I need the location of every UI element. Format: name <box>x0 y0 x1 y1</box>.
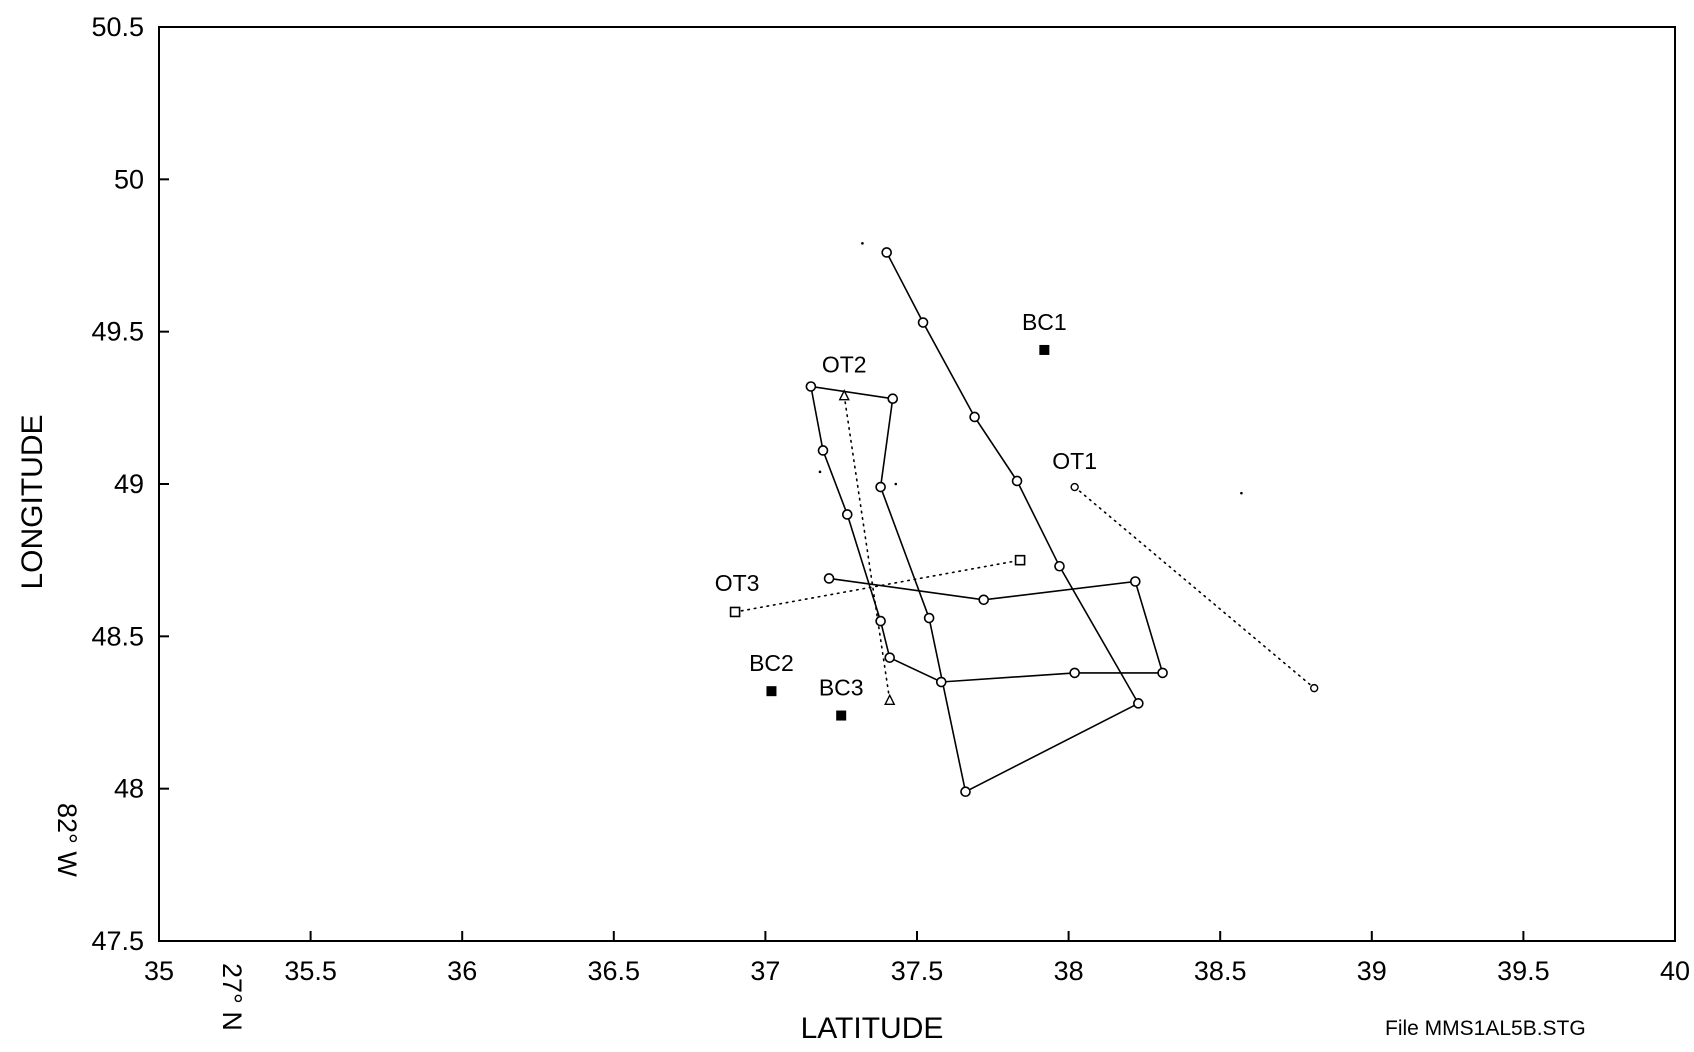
y-axis-title: LONGITUDE <box>16 414 49 589</box>
x-tick-label: 37.5 <box>891 956 944 986</box>
track-point <box>823 573 835 584</box>
stray-dot <box>894 482 898 486</box>
track-point <box>884 652 896 663</box>
bc1-label: BC1 <box>1022 309 1067 335</box>
track-point <box>960 786 971 798</box>
series-markers <box>729 247 1319 798</box>
track-point <box>805 381 817 392</box>
track-point <box>935 676 947 688</box>
track-line <box>809 252 1164 793</box>
x-tick-label: 38 <box>1054 956 1084 986</box>
ot3-label: OT3 <box>715 570 760 596</box>
track-point <box>1054 560 1065 572</box>
ot2-point <box>838 389 850 401</box>
bc1-point <box>1039 344 1050 355</box>
stray-dots <box>818 242 1243 495</box>
track-point <box>1157 667 1168 679</box>
stray-dot <box>1240 491 1243 495</box>
x-coord-note: 27° N <box>217 963 247 1031</box>
y-coord-note: 82° W <box>52 803 82 877</box>
ot1-point <box>1309 683 1319 693</box>
y-tick-label: 49.5 <box>91 317 144 347</box>
point-labels: OT1 OT2 OT3 BC1 BC2 BC3 <box>715 309 1097 701</box>
ot1-label: OT1 <box>1052 448 1097 474</box>
x-axis-ticks: 35 35.5 36 36.5 37 37.5 38 38.5 39 39.5 40 <box>144 931 1690 986</box>
x-tick-label: 36.5 <box>588 956 641 986</box>
ot3-point <box>1014 554 1026 566</box>
y-tick-label: 48 <box>114 774 144 804</box>
file-caption: File MMS1AL5B.STG <box>1385 1017 1586 1040</box>
track-point <box>841 509 853 520</box>
x-tick-label: 36 <box>447 956 477 986</box>
track-point <box>1011 475 1023 487</box>
y-axis-ticks: 47.5 48 48.5 49 49.5 50 50.5 <box>91 12 169 956</box>
x-tick-label: 40 <box>1660 956 1690 986</box>
track-point <box>923 612 935 624</box>
x-tick-label: 38.5 <box>1194 956 1247 986</box>
track-point <box>917 317 929 328</box>
track-point <box>1069 667 1080 679</box>
ot2-point <box>884 693 896 706</box>
track-point <box>875 615 886 627</box>
plot-frame <box>158 26 1676 942</box>
x-tick-label: 35 <box>144 956 174 986</box>
track-point <box>1130 576 1141 587</box>
bc2-point <box>766 686 777 697</box>
bc3-point <box>836 710 847 721</box>
y-tick-label: 47.5 <box>91 926 144 956</box>
track-point <box>1133 698 1144 709</box>
bc2-label: BC2 <box>749 650 794 676</box>
x-tick-label: 37 <box>750 956 780 986</box>
ot1-line <box>1073 486 1315 689</box>
y-tick-label: 50 <box>114 164 144 194</box>
ot2-label: OT2 <box>822 352 867 378</box>
x-tick-label: 39.5 <box>1497 956 1550 986</box>
track-point <box>875 481 886 493</box>
x-tick-label: 39 <box>1357 956 1387 986</box>
y-tick-label: 49 <box>114 469 144 499</box>
track-point <box>978 594 990 606</box>
ot3-point <box>729 606 741 618</box>
track-point <box>881 247 892 258</box>
ot1-point <box>1070 482 1079 492</box>
x-tick-label: 35.5 <box>284 956 337 986</box>
ot2-line <box>843 394 891 702</box>
ot3-line <box>734 559 1021 613</box>
y-tick-label: 48.5 <box>91 621 144 651</box>
x-axis-title: LATITUDE <box>801 1012 944 1045</box>
track-point <box>817 445 829 456</box>
y-tick-label: 50.5 <box>91 12 144 42</box>
track-point <box>969 411 980 423</box>
stray-dot <box>818 470 822 474</box>
stray-dot <box>861 242 864 245</box>
bc3-label: BC3 <box>819 675 864 701</box>
track-point <box>887 393 899 404</box>
